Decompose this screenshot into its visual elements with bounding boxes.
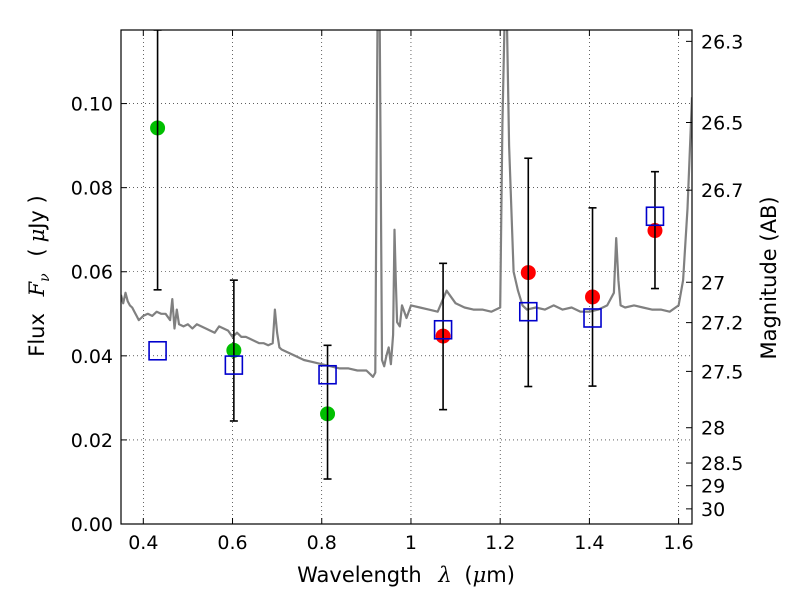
y2-tick-label: 28.5 xyxy=(701,453,743,475)
model-square xyxy=(518,301,538,322)
ticks: 0.4 0.6 0.8 1 1.2 1.4 1.6 0.00 0.02 0.04 0.06 0.08 0… xyxy=(71,30,743,554)
x-tick-label: 0.6 xyxy=(217,532,247,554)
x-tick-label: 0.8 xyxy=(307,532,337,554)
y2-tick-label: 29 xyxy=(701,476,725,498)
x-tick-label: 0.4 xyxy=(128,532,158,554)
y2-tick-label: 26.3 xyxy=(701,31,743,53)
model-square xyxy=(645,206,665,227)
model-square xyxy=(433,319,453,340)
model-square xyxy=(224,355,244,375)
plot-marks xyxy=(121,30,692,480)
plot-area xyxy=(121,30,692,524)
model-square xyxy=(318,364,337,385)
x-axis-symbol: λ xyxy=(437,563,451,587)
y2-tick-label: 26.7 xyxy=(701,180,743,202)
x-axis-unit-open: ( xyxy=(464,563,472,587)
y-axis-unit-rest: Jy ) xyxy=(25,195,49,231)
y-tick-label: 0.10 xyxy=(71,94,113,116)
y2-tick-label: 26.5 xyxy=(701,112,743,134)
y2-tick-label: 27 xyxy=(701,272,725,294)
x-tick-label: 1 xyxy=(405,532,417,554)
y2-tick-label: 30 xyxy=(701,499,725,521)
y2-tick-label: 27.2 xyxy=(701,313,743,335)
y2-tick-label: 28 xyxy=(701,418,725,440)
x-axis-title: Wavelength λ (μm) xyxy=(297,563,515,587)
x-axis-unit-rest: m) xyxy=(486,563,515,587)
y2-tick-label: 27.5 xyxy=(701,361,743,383)
plot-frame xyxy=(120,29,693,525)
y-tick-label: 0.02 xyxy=(71,430,113,452)
y-axis-symbol: F xyxy=(25,280,49,297)
x-axis-title-text: Wavelength xyxy=(297,563,422,587)
y-tick-label: 0.00 xyxy=(71,514,113,536)
y-axis-title-text: Flux xyxy=(25,313,49,357)
model-square xyxy=(148,340,167,361)
y-axis-title: Flux Fν ( μJy ) xyxy=(25,195,54,356)
x-tick-label: 1.2 xyxy=(485,532,515,554)
model-square xyxy=(583,308,602,328)
y-axis-unit-open: ( xyxy=(25,248,49,256)
y-tick-label: 0.04 xyxy=(71,346,113,368)
y-tick-label: 0.06 xyxy=(71,262,113,284)
x-tick-label: 1.6 xyxy=(664,532,694,554)
x-axis-unit-mu: μ xyxy=(473,563,487,587)
y2-axis-title: Magnitude (AB) xyxy=(757,196,781,359)
y-axis-unit-mu: μ xyxy=(25,229,49,243)
y-tick-label: 0.08 xyxy=(71,178,113,200)
spectrum-line xyxy=(121,30,692,378)
x-tick-label: 1.4 xyxy=(574,532,604,554)
y-axis-subscript: ν xyxy=(37,273,53,282)
